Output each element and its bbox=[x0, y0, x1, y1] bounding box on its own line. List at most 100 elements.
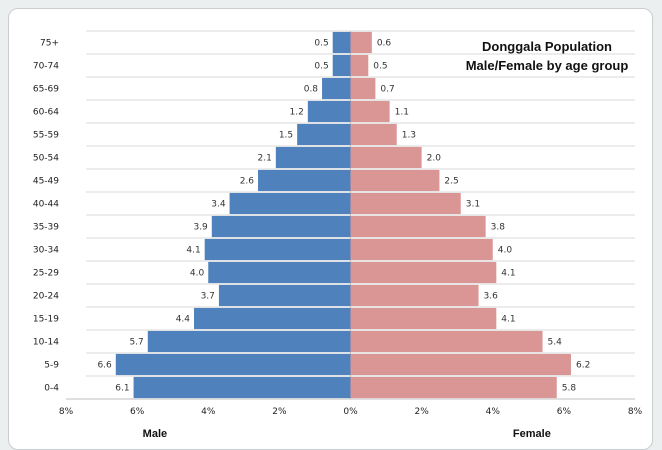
data-label-male-25-29: 4.0 bbox=[190, 269, 205, 279]
bar-female-60-64 bbox=[350, 100, 390, 123]
bar-female-5-9 bbox=[350, 353, 571, 376]
bars bbox=[115, 31, 571, 399]
category-label-20-24: 20-24 bbox=[33, 292, 59, 302]
category-labels: 75+ 70-74 65-69 60-64 55-59 50-54 45-49 40-44 35… bbox=[33, 39, 59, 394]
data-label-male-30-34: 4.1 bbox=[186, 246, 200, 256]
x-tick-label: 6% bbox=[130, 407, 145, 417]
gridlines bbox=[66, 30, 635, 400]
category-label-25-29: 25-29 bbox=[33, 269, 59, 279]
x-tick-label: 6% bbox=[557, 407, 572, 417]
bar-male-65-69 bbox=[322, 77, 351, 100]
data-label-female-10-14: 5.4 bbox=[548, 338, 563, 348]
category-label-30-34: 30-34 bbox=[33, 246, 59, 256]
data-label-male-40-44: 3.4 bbox=[211, 200, 226, 210]
category-label-60-64: 60-64 bbox=[33, 108, 59, 118]
bar-male-15-19 bbox=[194, 307, 351, 330]
category-label-55-59: 55-59 bbox=[33, 131, 59, 141]
category-label-75+: 75+ bbox=[40, 39, 59, 49]
x-tick-label: 2% bbox=[272, 407, 287, 417]
data-label-male-60-64: 1.2 bbox=[289, 108, 303, 118]
bar-female-15-19 bbox=[350, 307, 497, 330]
data-label-male-70-74: 0.5 bbox=[314, 62, 328, 72]
category-label-5-9: 5-9 bbox=[44, 361, 59, 371]
data-label-female-40-44: 3.1 bbox=[466, 200, 480, 210]
chart-title-line2: Male/Female by age group bbox=[466, 58, 629, 73]
female-axis-title: Female bbox=[513, 428, 551, 440]
data-label-female-70-74: 0.5 bbox=[373, 62, 387, 72]
data-label-female-50-54: 2.0 bbox=[427, 154, 442, 164]
bar-male-70-74 bbox=[332, 54, 351, 77]
x-tick-label: 2% bbox=[414, 407, 429, 417]
data-label-female-45-49: 2.5 bbox=[444, 177, 458, 187]
x-tick-label: 8% bbox=[59, 407, 74, 417]
category-label-45-49: 45-49 bbox=[33, 177, 59, 187]
bar-female-65-69 bbox=[350, 77, 376, 100]
chart-frame: 0.5 0.6 0.5 0.5 0.8 0.7 1.2 1.1 1.5 1.3 2.1 2.0 2.6 2… bbox=[8, 8, 653, 450]
bar-male-10-14 bbox=[147, 330, 351, 353]
bar-male-0-4 bbox=[133, 376, 351, 399]
data-label-female-75+: 0.6 bbox=[377, 39, 392, 49]
data-label-male-50-54: 2.1 bbox=[257, 154, 271, 164]
bar-male-30-34 bbox=[204, 238, 351, 261]
x-tick-labels: 8% 6% 4% 2% 0% 2% 4% 6% 8% bbox=[59, 407, 643, 417]
data-label-male-10-14: 5.7 bbox=[129, 338, 143, 348]
bar-male-35-39 bbox=[211, 215, 351, 238]
data-label-female-0-4: 5.8 bbox=[562, 384, 577, 394]
bar-female-30-34 bbox=[350, 238, 493, 261]
category-label-65-69: 65-69 bbox=[33, 85, 59, 95]
x-tick-label: 0% bbox=[343, 407, 358, 417]
x-tick-label: 4% bbox=[486, 407, 501, 417]
category-label-40-44: 40-44 bbox=[33, 200, 59, 210]
bar-female-70-74 bbox=[350, 54, 369, 77]
category-label-70-74: 70-74 bbox=[33, 62, 59, 72]
bar-male-40-44 bbox=[229, 192, 351, 215]
data-label-female-35-39: 3.8 bbox=[491, 223, 506, 233]
data-label-male-20-24: 3.7 bbox=[201, 292, 215, 302]
bar-female-20-24 bbox=[350, 284, 479, 307]
data-label-female-5-9: 6.2 bbox=[576, 361, 590, 371]
bar-male-25-29 bbox=[208, 261, 351, 284]
bar-male-50-54 bbox=[275, 146, 351, 169]
bar-female-75+ bbox=[350, 31, 372, 54]
bar-male-75+ bbox=[332, 31, 351, 54]
bar-male-55-59 bbox=[297, 123, 351, 146]
data-label-male-5-9: 6.6 bbox=[97, 361, 112, 371]
bar-female-25-29 bbox=[350, 261, 497, 284]
data-label-female-20-24: 3.6 bbox=[484, 292, 499, 302]
data-label-female-55-59: 1.3 bbox=[402, 131, 416, 141]
data-label-female-65-69: 0.7 bbox=[380, 85, 394, 95]
data-label-male-35-39: 3.9 bbox=[193, 223, 208, 233]
male-axis-title: Male bbox=[143, 428, 167, 440]
bar-male-5-9 bbox=[115, 353, 351, 376]
data-label-male-45-49: 2.6 bbox=[240, 177, 255, 187]
bar-male-20-24 bbox=[218, 284, 351, 307]
category-label-15-19: 15-19 bbox=[33, 315, 59, 325]
data-label-male-0-4: 6.1 bbox=[115, 384, 129, 394]
bar-male-60-64 bbox=[307, 100, 351, 123]
category-label-10-14: 10-14 bbox=[33, 338, 59, 348]
bar-female-35-39 bbox=[350, 215, 486, 238]
bar-female-0-4 bbox=[350, 376, 557, 399]
category-label-35-39: 35-39 bbox=[33, 223, 59, 233]
data-label-male-15-19: 4.4 bbox=[176, 315, 191, 325]
data-labels: 0.5 0.6 0.5 0.5 0.8 0.7 1.2 1.1 1.5 1.3 2.1 2.0 2.6 2… bbox=[97, 39, 590, 394]
data-label-male-65-69: 0.8 bbox=[304, 85, 319, 95]
data-label-male-55-59: 1.5 bbox=[279, 131, 293, 141]
data-label-female-60-64: 1.1 bbox=[395, 108, 409, 118]
bar-female-10-14 bbox=[350, 330, 543, 353]
x-tick-label: 4% bbox=[201, 407, 216, 417]
data-label-male-75+: 0.5 bbox=[314, 39, 328, 49]
data-label-female-15-19: 4.1 bbox=[501, 315, 515, 325]
bar-female-55-59 bbox=[350, 123, 397, 146]
data-label-female-25-29: 4.1 bbox=[501, 269, 515, 279]
chart-title-line1: Donggala Population bbox=[482, 39, 612, 54]
bar-female-45-49 bbox=[350, 169, 440, 192]
x-tick-label: 8% bbox=[628, 407, 643, 417]
population-pyramid-chart: 0.5 0.6 0.5 0.5 0.8 0.7 1.2 1.1 1.5 1.3 2.1 2.0 2.6 2… bbox=[33, 30, 643, 440]
bar-female-40-44 bbox=[350, 192, 461, 215]
bar-male-45-49 bbox=[258, 169, 351, 192]
category-label-0-4: 0-4 bbox=[44, 384, 59, 394]
bar-female-50-54 bbox=[350, 146, 422, 169]
category-label-50-54: 50-54 bbox=[33, 154, 59, 164]
data-label-female-30-34: 4.0 bbox=[498, 246, 513, 256]
